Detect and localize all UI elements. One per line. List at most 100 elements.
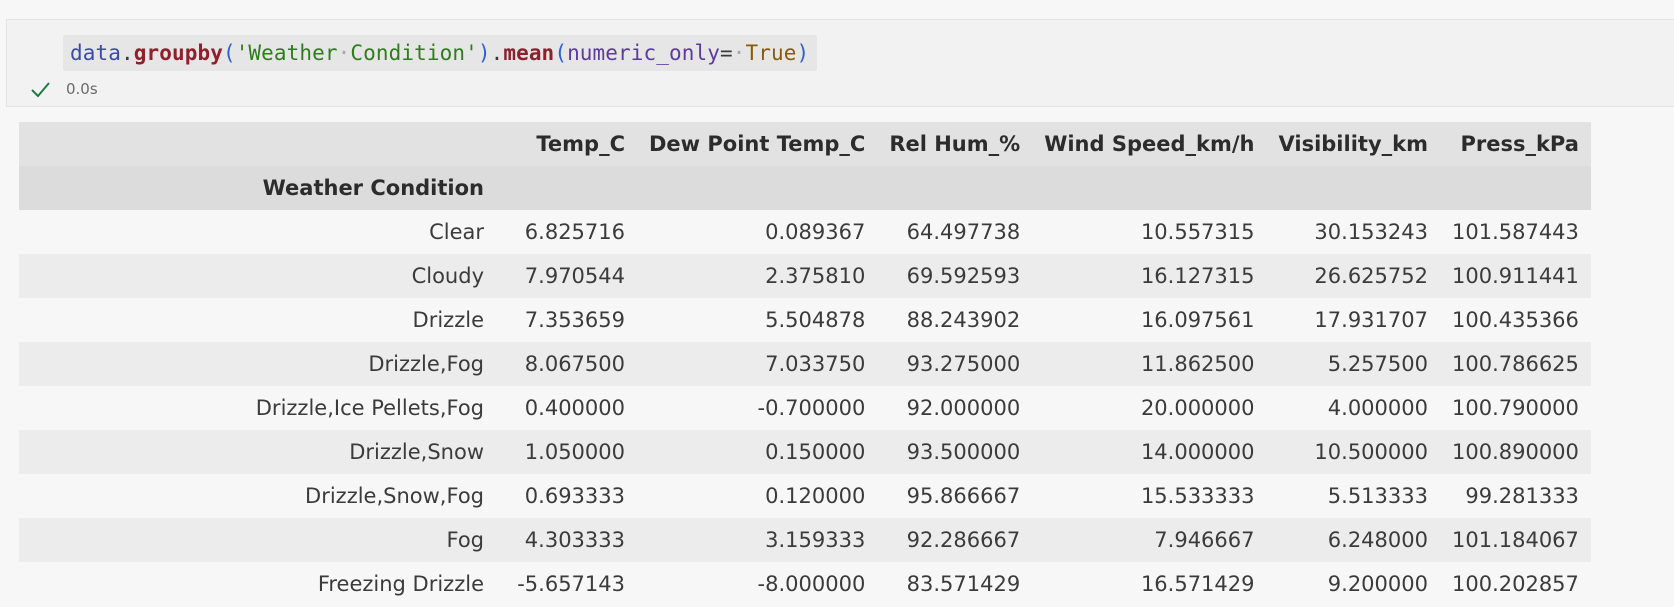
table-cell: 14.000000 — [1140, 440, 1255, 464]
table-cell: 8.067500 — [524, 352, 625, 376]
dataframe-table: Temp_C Dew Point Temp_C Rel Hum_% Wind S… — [19, 122, 1591, 606]
table-cell: 93.275000 — [906, 352, 1021, 376]
table-cell: 92.000000 — [906, 396, 1021, 420]
table-cell: 16.127315 — [1140, 264, 1255, 288]
column-header: Dew Point Temp_C — [649, 132, 866, 156]
table-cell: 100.202857 — [1451, 572, 1579, 596]
column-header-index-blank — [19, 122, 496, 166]
table-row: Drizzle,Ice Pellets,Fog 0.400000 -0.7000… — [19, 386, 1591, 430]
index-name-header: Weather Condition — [262, 176, 484, 200]
table-cell: 7.970544 — [524, 264, 625, 288]
code-token-close-paren: ) — [477, 41, 491, 65]
table-row: Drizzle,Snow,Fog 0.693333 0.120000 95.86… — [19, 474, 1591, 518]
code-token-equals: = — [719, 41, 733, 65]
table-cell: 93.500000 — [906, 440, 1021, 464]
row-index-label: Fog — [446, 528, 484, 552]
row-index-label: Clear — [429, 220, 484, 244]
table-cell: 0.693333 — [524, 484, 625, 508]
table-cell: -8.000000 — [757, 572, 866, 596]
empty-header — [1440, 166, 1591, 210]
execution-status: 0.0s — [29, 78, 98, 100]
code-token-string-start: 'Weather — [235, 41, 338, 65]
column-header: Rel Hum_% — [889, 132, 1021, 156]
table-cell: 101.184067 — [1451, 528, 1579, 552]
row-index-label: Cloudy — [411, 264, 484, 288]
row-index-label: Drizzle — [412, 308, 484, 332]
table-cell: 99.281333 — [1465, 484, 1579, 508]
table-cell: 10.500000 — [1314, 440, 1428, 464]
table-cell: 5.513333 — [1327, 484, 1428, 508]
row-index-label: Drizzle,Fog — [368, 352, 484, 376]
table-row: Clear 6.825716 0.089367 64.497738 10.557… — [19, 210, 1591, 254]
code-token-whitespace-marker: · — [337, 41, 351, 65]
code-token-mean: mean — [503, 41, 555, 65]
row-index-label: Drizzle,Snow,Fog — [305, 484, 484, 508]
table-cell: 0.400000 — [524, 396, 625, 420]
index-name-row: Weather Condition — [19, 166, 1591, 210]
table-cell: 83.571429 — [906, 572, 1021, 596]
table-cell: 95.866667 — [906, 484, 1021, 508]
table-cell: -5.657143 — [517, 572, 625, 596]
code-token-data: data — [70, 41, 121, 65]
table-cell: 11.862500 — [1140, 352, 1255, 376]
table-cell: 30.153243 — [1314, 220, 1428, 244]
cell-output: Temp_C Dew Point Temp_C Rel Hum_% Wind S… — [19, 122, 1591, 606]
row-index-label: Drizzle,Ice Pellets,Fog — [255, 396, 484, 420]
code-token-dot: . — [490, 41, 504, 65]
table-cell: 6.248000 — [1327, 528, 1428, 552]
notebook-code-cell[interactable]: data. groupby('Weather · Condition'). mean(n… — [6, 19, 1674, 107]
table-cell: 1.050000 — [524, 440, 625, 464]
table-cell: 7.033750 — [765, 352, 866, 376]
table-cell: 0.089367 — [765, 220, 866, 244]
code-token-whitespace-marker: · — [732, 41, 746, 65]
table-cell: 16.571429 — [1140, 572, 1255, 596]
table-cell: 7.353659 — [524, 308, 625, 332]
code-token-open-paren: ( — [222, 41, 236, 65]
table-cell: 6.825716 — [524, 220, 625, 244]
empty-header — [1032, 166, 1266, 210]
execution-time: 0.0s — [66, 80, 98, 98]
column-header: Wind Speed_km/h — [1044, 132, 1255, 156]
empty-header — [877, 166, 1032, 210]
table-cell: 16.097561 — [1140, 308, 1255, 332]
table-cell: 100.435366 — [1451, 308, 1579, 332]
table-cell: 4.303333 — [524, 528, 625, 552]
table-cell: 69.592593 — [906, 264, 1021, 288]
table-cell: 15.533333 — [1140, 484, 1255, 508]
table-cell: 26.625752 — [1314, 264, 1428, 288]
table-cell: 7.946667 — [1154, 528, 1255, 552]
table-cell: 100.890000 — [1451, 440, 1579, 464]
column-header: Visibility_km — [1278, 132, 1428, 156]
table-cell: 100.786625 — [1451, 352, 1579, 376]
row-index-label: Drizzle,Snow — [349, 440, 484, 464]
empty-header — [637, 166, 877, 210]
table-cell: 88.243902 — [906, 308, 1021, 332]
table-cell: 10.557315 — [1140, 220, 1255, 244]
code-token-param-name: numeric_only — [567, 41, 720, 65]
code-line[interactable]: data. groupby('Weather · Condition'). mean(n… — [63, 35, 818, 71]
empty-header — [1267, 166, 1440, 210]
table-cell: 4.000000 — [1327, 396, 1428, 420]
table-cell: 0.120000 — [765, 484, 866, 508]
code-token-groupby: groupby — [133, 41, 223, 65]
code-token-string-end: Condition' — [350, 41, 478, 65]
column-header-row: Temp_C Dew Point Temp_C Rel Hum_% Wind S… — [19, 122, 1591, 166]
table-cell: 3.159333 — [765, 528, 866, 552]
row-index-label: Freezing Drizzle — [317, 572, 484, 596]
checkmark-icon — [31, 82, 50, 98]
code-token-true: True — [745, 41, 797, 65]
table-cell: 5.257500 — [1327, 352, 1428, 376]
table-cell: 0.150000 — [765, 440, 866, 464]
table-row: Cloudy 7.970544 2.375810 69.592593 16.12… — [19, 254, 1591, 298]
table-cell: 5.504878 — [765, 308, 866, 332]
table-cell: 100.911441 — [1451, 264, 1579, 288]
code-token-open-paren: ( — [554, 41, 568, 65]
table-cell: 100.790000 — [1451, 396, 1579, 420]
table-row: Drizzle,Fog 8.067500 7.033750 93.275000 … — [19, 342, 1591, 386]
table-cell: 9.200000 — [1327, 572, 1428, 596]
table-cell: 64.497738 — [906, 220, 1021, 244]
table-row: Freezing Drizzle -5.657143 -8.000000 83.… — [19, 562, 1591, 606]
code-token-dot: . — [120, 41, 134, 65]
table-cell: 20.000000 — [1140, 396, 1255, 420]
table-row: Drizzle,Snow 1.050000 0.150000 93.500000… — [19, 430, 1591, 474]
